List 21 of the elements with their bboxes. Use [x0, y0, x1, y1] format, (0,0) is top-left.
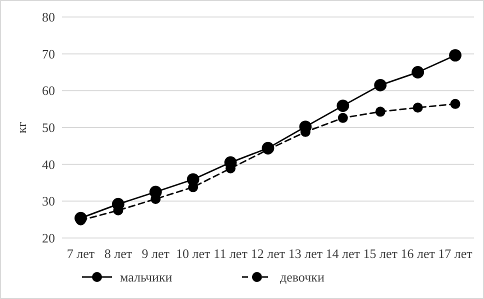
y-tick-label: 20 [42, 230, 55, 246]
x-tick-label: 14 лет [326, 246, 360, 261]
x-tick-label: 15 лет [363, 246, 398, 261]
x-tick-label: 9 лет [142, 246, 170, 261]
x-tick-label: 12 лет [250, 246, 286, 261]
x-tick-label: 11 лет [214, 246, 248, 261]
legend-label: мальчики [120, 270, 172, 285]
y-tick-label: 40 [42, 156, 55, 172]
legend-label: девочки [280, 270, 324, 285]
y-tick-label: 70 [42, 46, 55, 62]
x-tick-label: 10 лет [176, 246, 210, 261]
x-tick-label: 17 лет [438, 246, 473, 261]
x-tick-label: 16 лет [400, 246, 436, 261]
x-tick-label: 13 лет [288, 246, 323, 261]
y-tick-label: 60 [42, 83, 55, 98]
x-tick-label: 7 лет [66, 246, 95, 261]
y-tick-label: 80 [42, 10, 55, 25]
y-tick-label: 30 [42, 194, 55, 209]
x-tick-label: 8 лет [104, 246, 132, 261]
y-tick-label: 50 [42, 120, 55, 136]
y-axis-title: кг [14, 122, 29, 134]
